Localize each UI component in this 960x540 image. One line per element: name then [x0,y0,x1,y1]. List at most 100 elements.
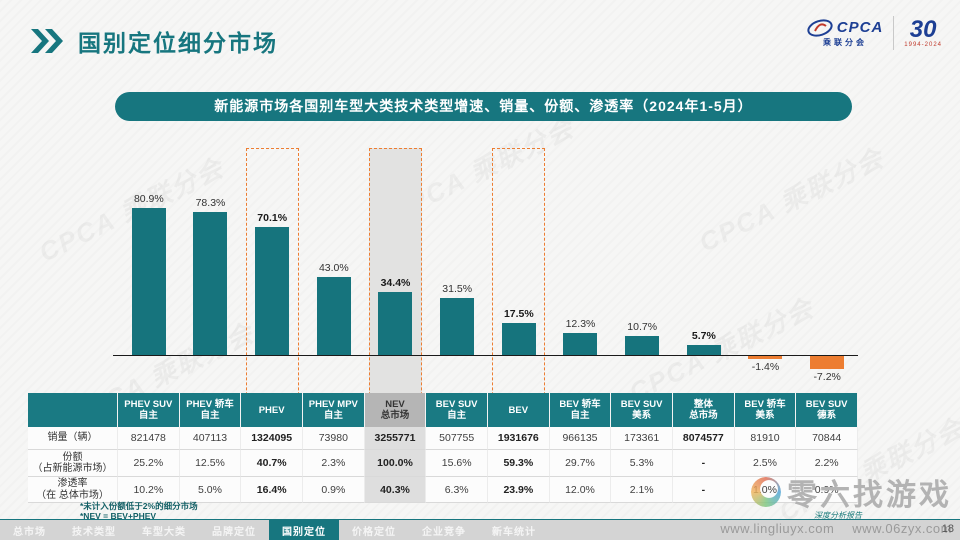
table-column-header: BEV SUV 美系 [611,393,673,427]
bottom-separator-line [0,519,960,520]
brand-swirl-icon [751,477,781,507]
bar [563,333,598,355]
table-cell: 10.2% [118,477,180,503]
brand-name: 零六找游戏 [787,479,952,512]
table-column-header: BEV 轿车 美系 [734,393,797,427]
bar-chart-columns: 80.9% 78.3% 70.1% 43.0% 34.4% 31.5% 17.5% 12.3%… [118,148,858,388]
anniversary-logo: 30 1994-2024 [904,16,942,49]
table-row-label: 份额 （占新能源市场） [28,450,118,477]
footnote-line: *未计入份额低于2%的细分市场 [80,501,198,511]
table-column-header: PHEV SUV 自主 [118,393,180,427]
table-cell: 407113 [179,427,242,450]
table-row-label: 销量（辆） [28,427,118,450]
brand-watermark: 零六找游戏 深度分析报告 www.lingliuyx.com www.06zyx… [720,470,952,536]
bar-value-label: 5.7% [691,330,716,342]
chart-column: 5.7% [673,148,735,388]
bar-value-label: -7.2% [813,371,841,383]
cpca-logo-subtext: 乘联分会 [823,37,868,47]
title-chevrons-icon [31,29,63,53]
bar [625,336,660,355]
nav-item-2[interactable]: 技术类型 [72,526,116,538]
table-column-header: BEV 轿车 自主 [549,393,612,427]
nav-item-6[interactable]: 价格定位 [352,526,396,538]
cpca-swirl-icon [807,18,833,37]
table-cell: 6.3% [426,477,488,503]
table-cell: 16.4% [241,477,303,503]
bar [748,356,783,359]
table-cell: 2.5% [734,450,797,477]
table-cell: 29.7% [549,450,612,477]
bar-value-label: 17.5% [503,308,534,320]
bar [255,227,290,355]
table-column-header: PHEV [241,393,303,427]
chart-column: 34.4% [365,148,427,388]
table-cell: 173361 [611,427,673,450]
table-cell: 507755 [426,427,488,450]
table-cell: 15.6% [426,450,488,477]
table-cell: 70844 [796,427,858,450]
cpca-logo-text: CPCA [836,19,884,36]
logo-divider [893,16,895,50]
table-row-label: 渗透率 （在 总体市场） [28,477,118,503]
table-cell: 12.0% [549,477,612,503]
table-column-header: PHEV 轿车 自主 [179,393,242,427]
table-cell: - [673,477,735,503]
bar [810,356,845,369]
bar [131,208,166,355]
table-cell: 40.7% [241,450,303,477]
bar-value-label: 34.4% [380,277,411,289]
table-cell: - [673,450,735,477]
table-cell: 0.9% [303,477,365,503]
table-column-header: PHEV MPV 自主 [303,393,365,427]
bar-value-label: 31.5% [442,283,473,295]
table-cell: 5.0% [179,477,242,503]
table-column-header: BEV SUV 自主 [426,393,488,427]
chart-title-banner: 新能源市场各国别车型大类技术类型增速、销量、份额、渗透率（2024年1-5月） [115,92,852,121]
chart-column: 80.9% [118,148,180,388]
chart-column: 31.5% [426,148,488,388]
chart-column: 17.5% [488,148,550,388]
bar-chart: 80.9% 78.3% 70.1% 43.0% 34.4% 31.5% 17.5% 12.3%… [113,148,858,388]
table-cell: 5.3% [611,450,673,477]
cpca-logo: CPCA 乘联分会 [807,18,884,48]
logo-area: CPCA 乘联分会 30 1994-2024 [807,16,942,50]
footnotes: *未计入份额低于2%的细分市场 *NEV = BEV+PHEV [80,501,198,521]
bottom-nav: 总市场 技术类型 车型大类 品牌定位 国别定位 价格定位 企业竞争 新车统计 [0,520,960,540]
chart-column: 78.3% [180,148,242,388]
nav-item-8[interactable]: 新车统计 [492,526,536,538]
table-column-header: BEV SUV 德系 [796,393,858,427]
chart-column: 70.1% [241,148,303,388]
bar-value-label: 80.9% [133,193,164,205]
table-cell: 3255771 [364,427,427,450]
bar [193,212,228,355]
table-cell: 100.0% [364,450,427,477]
table-cell: 59.3% [488,450,550,477]
nav-item-1[interactable]: 总市场 [13,526,46,538]
bar-value-label: 43.0% [318,262,349,274]
x-axis-line [113,355,858,356]
table-cell: 0.9% [796,477,858,503]
table-cell: 73980 [303,427,365,450]
anniversary-number: 30 [909,16,937,43]
brand-url: www.06zyx.com [852,521,952,536]
chart-column: -1.4% [735,148,797,388]
table-cell: 23.9% [488,477,550,503]
nav-item-7[interactable]: 企业竞争 [422,526,466,538]
page-title: 国别定位细分市场 [78,30,278,56]
table-cell: 966135 [549,427,612,450]
table-cell: 8074577 [673,427,735,450]
bar [686,345,721,355]
table-cell: 2.1% [611,477,673,503]
nav-item-3[interactable]: 车型大类 [142,526,186,538]
chart-column: -7.2% [796,148,858,388]
table-cell: 12.5% [179,450,242,477]
table-column-header: 整体 总市场 [673,393,735,427]
chart-column: 10.7% [611,148,673,388]
table-cell: 40.3% [364,477,427,503]
nav-item-4[interactable]: 品牌定位 [212,526,256,538]
table-cell: 821478 [118,427,180,450]
bar [440,298,475,355]
table-cell: 81910 [734,427,797,450]
nav-item-5[interactable]: 国别定位 [269,520,339,540]
table-cell: 2.3% [303,450,365,477]
